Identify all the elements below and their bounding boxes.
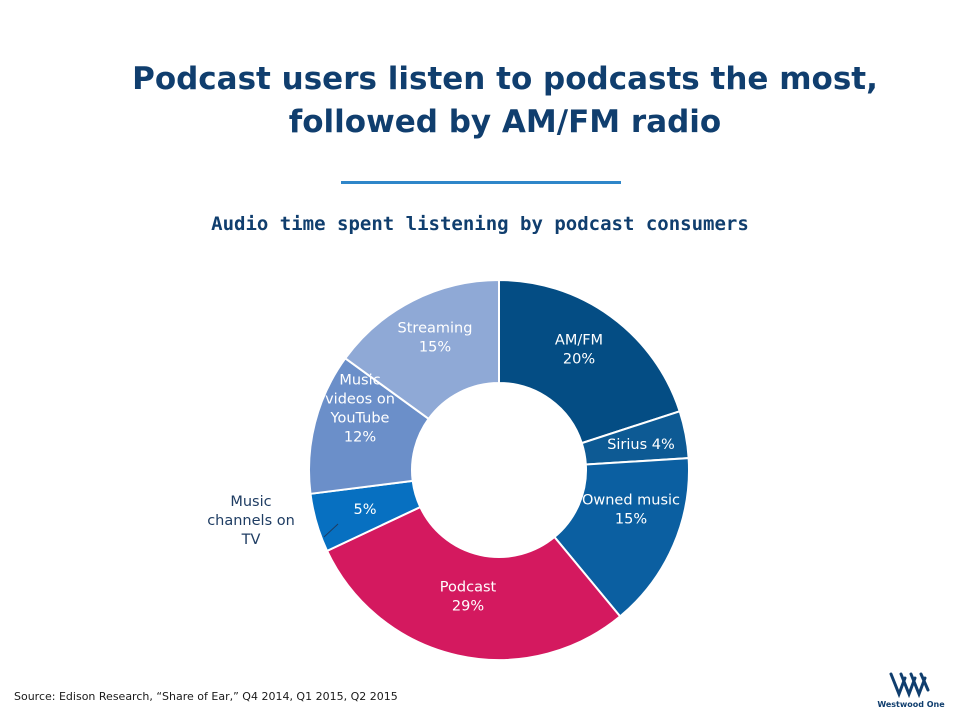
slice-label-am-fm: AM/FM 20% (555, 333, 603, 368)
source-note: Source: Edison Research, “Share of Ear,”… (14, 690, 398, 703)
slice-label-music-videos-on-youtube: Music videos on YouTube 12% (325, 373, 395, 446)
slice-podcast (325, 505, 622, 661)
title-underline (341, 181, 621, 184)
slice-label-owned-music: Owned music 15% (582, 493, 680, 528)
title-line-2: followed by AM/FM radio (288, 104, 722, 140)
slice-streaming (343, 278, 500, 421)
title-line-1: Podcast users listen to podcasts the mos… (132, 61, 878, 97)
chart-title: Audio time spent listening by podcast co… (211, 213, 749, 235)
westwood-one-logo-mark (889, 672, 930, 698)
leader-line-music-channels-on-tv (323, 523, 339, 538)
logo-text: Westwood One (877, 700, 945, 709)
slice-label-music-channels-on-tv: 5% (353, 502, 376, 518)
westwood-one-logo: Westwood One (876, 670, 946, 710)
slide-title: Podcast users listen to podcasts the mos… (90, 58, 920, 144)
slice-label-sirius: Sirius 4% (607, 437, 675, 453)
slice-label-podcast: Podcast 29% (440, 580, 497, 615)
slice-am-fm (498, 278, 681, 445)
external-label-music-channels-on-tv: Music channels on TV (207, 494, 295, 548)
slice-label-streaming: Streaming 15% (398, 321, 473, 356)
